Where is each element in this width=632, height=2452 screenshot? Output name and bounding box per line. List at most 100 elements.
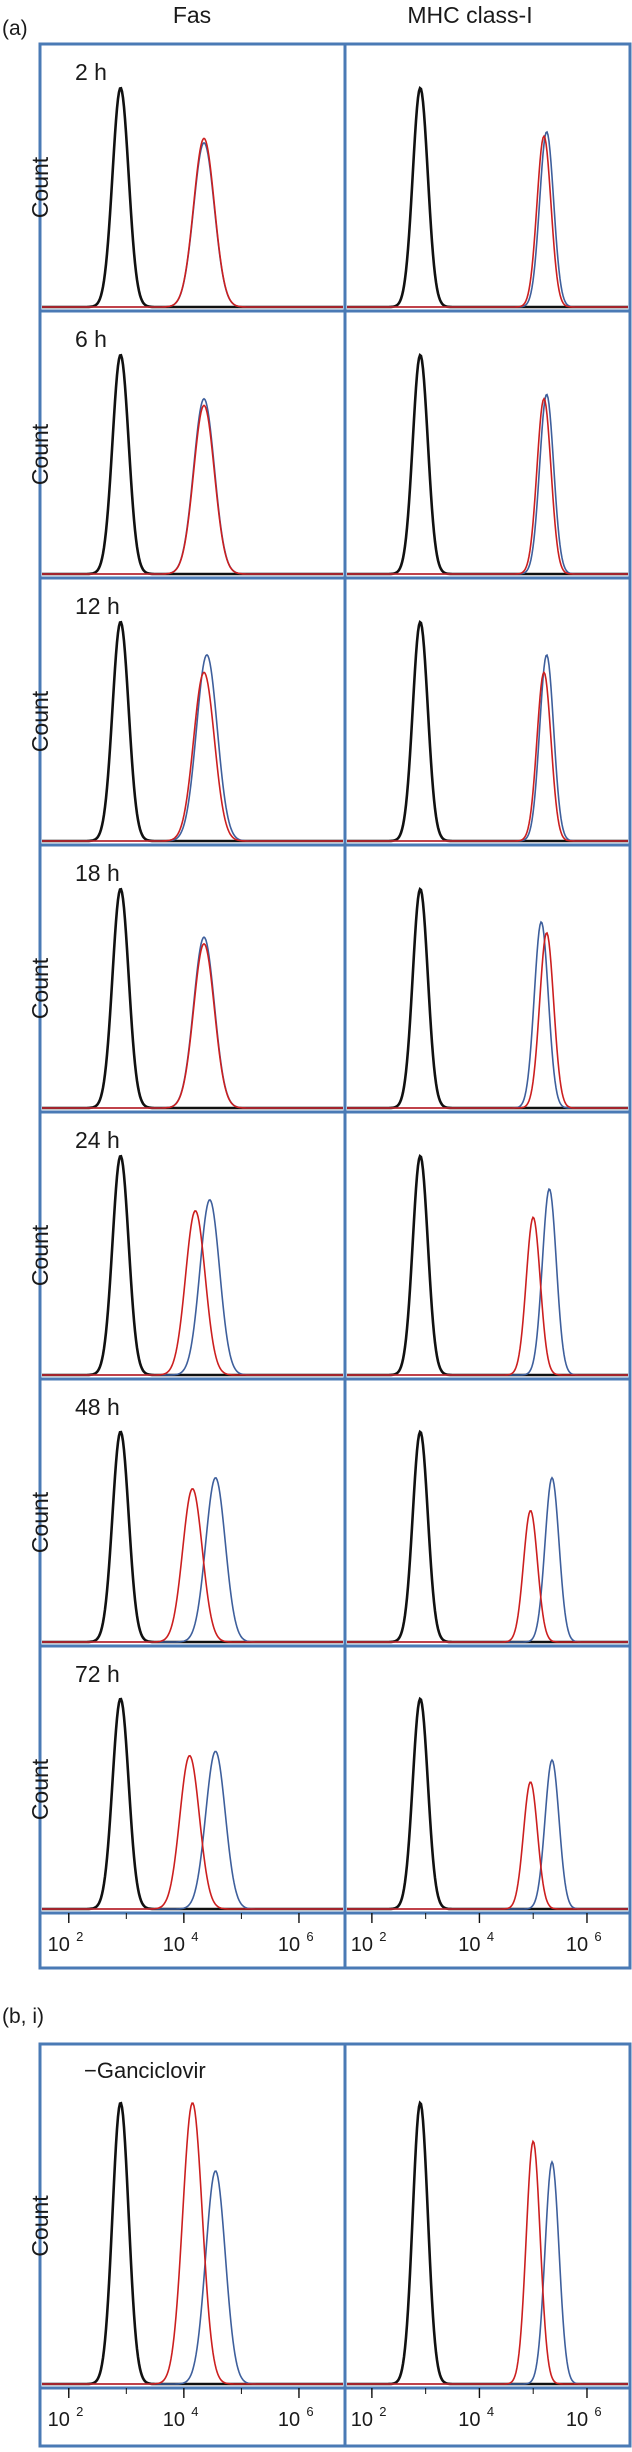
treatment-annotation: −Ganciclovir bbox=[84, 2058, 206, 2083]
x-tick-label: 10 bbox=[278, 2409, 300, 2431]
y-axis-label: Count bbox=[27, 1491, 53, 1553]
histogram-blue-mhc-0 bbox=[347, 130, 628, 308]
histogram-black-mhc-3 bbox=[347, 887, 628, 1110]
histogram-red-fas-4 bbox=[42, 1210, 343, 1376]
histogram-black-fas-6 bbox=[42, 1697, 343, 1911]
x-tick-label: 10 bbox=[351, 2409, 373, 2431]
column-title-fas: Fas bbox=[173, 2, 211, 28]
histogram-black-fas-0 bbox=[42, 86, 343, 309]
histogram-blue-mhc-4 bbox=[347, 1187, 628, 1376]
panel-frame-mhc-6 bbox=[343, 1644, 632, 1915]
histogram-black-mhc-5 bbox=[347, 1429, 628, 1644]
histogram-red-mhc-4 bbox=[347, 1216, 628, 1376]
histogram-red-mhc-2 bbox=[347, 670, 628, 842]
histogram-black-fas-2 bbox=[42, 620, 343, 843]
histogram-blue-mhc-3 bbox=[347, 920, 628, 1109]
time-label: 2 h bbox=[75, 59, 107, 85]
histogram-red-fas-5 bbox=[42, 1488, 343, 1643]
histogram-red-mhc-1 bbox=[347, 397, 628, 575]
column-title-mhc: MHC class-I bbox=[407, 2, 532, 28]
x-tick-exponent: 6 bbox=[594, 1929, 601, 1944]
x-tick-exponent: 2 bbox=[379, 2404, 386, 2419]
histogram-red-fas-2 bbox=[42, 671, 343, 842]
histogram-blue-mhc-5 bbox=[347, 1476, 628, 1643]
x-tick-label: 10 bbox=[278, 1934, 300, 1956]
histogram-black-fas-3 bbox=[42, 887, 343, 1110]
panel-a-label: (a) bbox=[2, 17, 28, 40]
histogram-black-mhc-6 bbox=[347, 1696, 628, 1911]
x-tick-label: 10 bbox=[48, 2409, 70, 2431]
histogram-red-fas-3 bbox=[42, 942, 343, 1109]
x-tick-exponent: 4 bbox=[191, 1929, 198, 1944]
histogram-blue-fas-4 bbox=[42, 1198, 343, 1376]
histogram-blue-mhc-b bbox=[347, 2160, 628, 2385]
histogram-blue-mhc-1 bbox=[347, 393, 628, 575]
time-label: 18 h bbox=[75, 860, 120, 886]
x-axis-frame bbox=[343, 2386, 632, 2448]
histogram-blue-fas-0 bbox=[42, 141, 343, 308]
x-tick-label: 10 bbox=[351, 1934, 373, 1956]
y-axis-label: Count bbox=[27, 957, 53, 1019]
x-tick-label: 10 bbox=[163, 2409, 185, 2431]
histogram-black-fas-5 bbox=[42, 1430, 343, 1644]
panel-frame-mhc-0 bbox=[343, 42, 632, 313]
histogram-blue-fas-5 bbox=[42, 1477, 343, 1643]
histogram-black-mhc-4 bbox=[347, 1154, 628, 1377]
histogram-red-mhc-3 bbox=[347, 931, 628, 1109]
time-label: 48 h bbox=[75, 1394, 120, 1420]
histogram-black-fas-b bbox=[42, 2101, 343, 2386]
time-label: 24 h bbox=[75, 1127, 120, 1153]
histogram-red-mhc-5 bbox=[347, 1510, 628, 1643]
histogram-panels: 2 h Count 6 h Count 12 h Count 18 h Count 24 h Co… bbox=[27, 42, 632, 2448]
histogram-black-mhc-b bbox=[347, 2100, 628, 2386]
histogram-blue-mhc-2 bbox=[347, 653, 628, 842]
histogram-blue-mhc-6 bbox=[347, 1758, 628, 1910]
panel-frame-mhc-4 bbox=[343, 1110, 632, 1381]
histogram-red-fas-6 bbox=[42, 1754, 343, 1910]
panel-frame-mhc-b bbox=[343, 2042, 632, 2390]
x-tick-exponent: 4 bbox=[191, 2404, 198, 2419]
histogram-blue-fas-b bbox=[42, 2170, 343, 2385]
x-tick-label: 10 bbox=[458, 1934, 480, 1956]
y-axis-label: Count bbox=[27, 1758, 53, 1820]
histogram-red-fas-b bbox=[42, 2102, 343, 2385]
x-tick-exponent: 2 bbox=[76, 1929, 83, 1944]
x-tick-exponent: 6 bbox=[306, 1929, 313, 1944]
y-axis-label: Count bbox=[27, 690, 53, 752]
time-label: 6 h bbox=[75, 326, 107, 352]
histogram-black-fas-1 bbox=[42, 353, 343, 576]
histogram-red-fas-0 bbox=[42, 137, 343, 308]
x-tick-exponent: 6 bbox=[306, 2404, 313, 2419]
y-axis-label: Count bbox=[27, 1224, 53, 1286]
panel-frame-mhc-2 bbox=[343, 576, 632, 847]
x-tick-exponent: 4 bbox=[487, 1929, 494, 1944]
histogram-black-mhc-0 bbox=[347, 86, 628, 309]
histogram-black-mhc-1 bbox=[347, 353, 628, 576]
panel-b-label: (b, i) bbox=[2, 2005, 44, 2028]
x-tick-exponent: 4 bbox=[487, 2404, 494, 2419]
histogram-red-mhc-6 bbox=[347, 1781, 628, 1910]
histogram-blue-fas-6 bbox=[42, 1750, 343, 1910]
x-tick-exponent: 2 bbox=[76, 2404, 83, 2419]
histogram-red-mhc-b bbox=[347, 2139, 628, 2385]
panel-frame-mhc-5 bbox=[343, 1377, 632, 1648]
panel-frame-fas-b bbox=[38, 2042, 347, 2390]
x-tick-exponent: 6 bbox=[594, 2404, 601, 2419]
x-tick-label: 10 bbox=[163, 1934, 185, 1956]
y-axis-label: Count bbox=[27, 2195, 53, 2257]
time-label: 12 h bbox=[75, 593, 120, 619]
x-axis-frame bbox=[343, 1911, 632, 1970]
histogram-red-mhc-0 bbox=[347, 134, 628, 308]
y-axis-label: Count bbox=[27, 156, 53, 218]
histogram-red-fas-1 bbox=[42, 404, 343, 575]
x-tick-exponent: 2 bbox=[379, 1929, 386, 1944]
histogram-black-mhc-2 bbox=[347, 620, 628, 843]
panel-frame-mhc-3 bbox=[343, 843, 632, 1114]
x-tick-label: 10 bbox=[566, 1934, 588, 1956]
y-axis-label: Count bbox=[27, 423, 53, 485]
x-tick-label: 10 bbox=[566, 2409, 588, 2431]
panel-frame-mhc-1 bbox=[343, 309, 632, 580]
x-tick-label: 10 bbox=[458, 2409, 480, 2431]
x-tick-label: 10 bbox=[48, 1934, 70, 1956]
